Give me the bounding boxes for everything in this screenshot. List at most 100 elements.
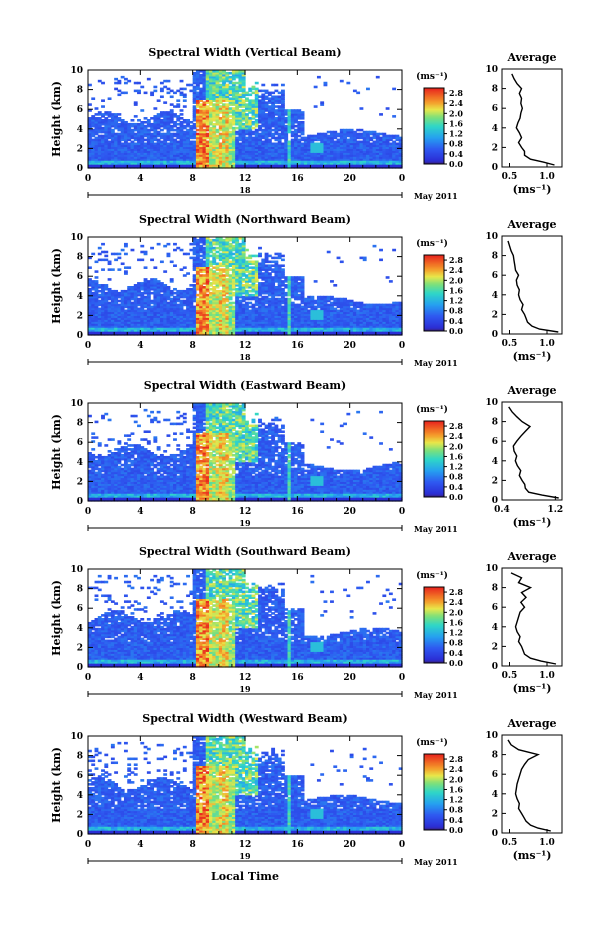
heatmap-cell <box>166 327 171 330</box>
heatmap-cell <box>123 299 128 303</box>
heatmap-cell <box>104 333 109 336</box>
heatmap-cell <box>137 284 141 287</box>
heatmap-cell <box>385 136 390 140</box>
heatmap-cell <box>248 126 253 130</box>
heatmap-cell <box>153 107 158 110</box>
heatmap-cell <box>352 148 357 151</box>
heatmap-cell <box>280 128 285 132</box>
heatmap-cell <box>258 128 262 132</box>
heatmap-cell <box>163 295 168 299</box>
heatmap-cell <box>114 117 119 120</box>
heatmap-cell <box>261 158 266 161</box>
heatmap-cell <box>166 252 171 256</box>
heatmap-cell <box>398 136 403 140</box>
heatmap-cell <box>114 333 119 336</box>
heatmap-cell <box>231 85 236 89</box>
heatmap-cell <box>326 136 331 140</box>
heatmap-cell <box>274 166 279 169</box>
heatmap-cell <box>120 305 125 309</box>
heatmap-cell <box>209 315 213 318</box>
heatmap-cell <box>114 311 119 315</box>
heatmap-cell <box>284 136 289 140</box>
heatmap-cell <box>199 286 204 289</box>
heatmap-cell <box>146 319 151 322</box>
heatmap-cell <box>88 119 92 122</box>
heatmap-cell <box>231 93 236 97</box>
heatmap-cell <box>267 280 272 283</box>
heatmap-cell <box>110 156 115 159</box>
heatmap-cell <box>169 299 174 303</box>
heatmap-cell <box>153 303 158 307</box>
heatmap-cell <box>245 264 249 267</box>
heatmap-cell <box>235 85 240 89</box>
heatmap-cell <box>267 321 272 324</box>
heatmap-cell <box>395 136 400 140</box>
x-tick-label: 20 <box>343 174 356 184</box>
heatmap-cell <box>192 71 197 75</box>
heatmap-cell <box>225 272 230 275</box>
heatmap-cell <box>110 146 115 149</box>
heatmap-cell <box>222 301 226 305</box>
heatmap-cell <box>159 323 164 326</box>
heatmap-cell <box>277 315 282 318</box>
heatmap-cell <box>179 307 184 311</box>
heatmap-cell <box>146 156 151 159</box>
heatmap-cell <box>264 144 269 148</box>
heatmap-cell <box>277 105 282 108</box>
heatmap-cell <box>267 111 272 114</box>
heatmap-cell <box>231 311 236 315</box>
heatmap-cell <box>375 142 380 146</box>
heatmap-cell <box>284 117 289 120</box>
heatmap-cell <box>202 93 207 97</box>
heatmap-cell <box>297 117 302 120</box>
heatmap-cell <box>277 148 282 151</box>
heatmap-cell <box>153 321 158 324</box>
heatmap-cell <box>110 299 115 303</box>
heatmap-cell <box>254 132 259 136</box>
heatmap-cell <box>254 278 259 281</box>
heatmap-cell <box>133 325 138 328</box>
heatmap-cell <box>241 162 246 165</box>
heatmap-cell <box>192 164 197 167</box>
heatmap-cell <box>228 246 233 250</box>
heatmap-cell <box>258 146 262 149</box>
heatmap-cell <box>140 321 145 324</box>
heatmap-cell <box>339 130 344 134</box>
heatmap-cell <box>104 158 109 161</box>
heatmap-cell <box>140 158 145 161</box>
heatmap-cell <box>225 89 230 93</box>
heatmap-cell <box>222 313 226 316</box>
heatmap-cell <box>287 291 292 295</box>
heatmap-cell <box>195 321 200 324</box>
heatmap-cell <box>215 256 220 260</box>
heatmap-cell <box>195 73 200 77</box>
heatmap-cell <box>209 270 213 273</box>
heatmap-cell <box>238 256 243 260</box>
heatmap-cell <box>199 120 204 124</box>
heatmap-cell <box>140 295 145 299</box>
heatmap-cell <box>209 148 213 151</box>
heatmap-cell <box>137 286 141 289</box>
heatmap-cell <box>195 246 200 250</box>
heatmap-cell <box>290 138 295 142</box>
heatmap-cell <box>176 130 181 134</box>
heatmap-cell <box>199 280 204 283</box>
heatmap-cell <box>186 140 190 144</box>
heatmap-cell <box>343 128 347 132</box>
heatmap-cell <box>294 111 298 114</box>
heatmap-cell <box>241 166 246 169</box>
heatmap-cell <box>235 115 240 118</box>
heatmap-cell <box>218 323 223 326</box>
heatmap-cell <box>235 297 240 301</box>
heatmap-cell <box>241 315 246 318</box>
heatmap-cell <box>110 164 115 167</box>
heatmap-cell <box>235 154 240 157</box>
heatmap-cell <box>271 152 276 155</box>
heatmap-cell <box>120 148 125 151</box>
heatmap-cell <box>225 158 230 161</box>
heatmap-cell <box>88 289 92 293</box>
heatmap-cell <box>169 301 174 305</box>
heatmap-cell <box>333 130 338 134</box>
heatmap-cell <box>254 299 259 303</box>
heatmap-cell <box>127 303 132 307</box>
